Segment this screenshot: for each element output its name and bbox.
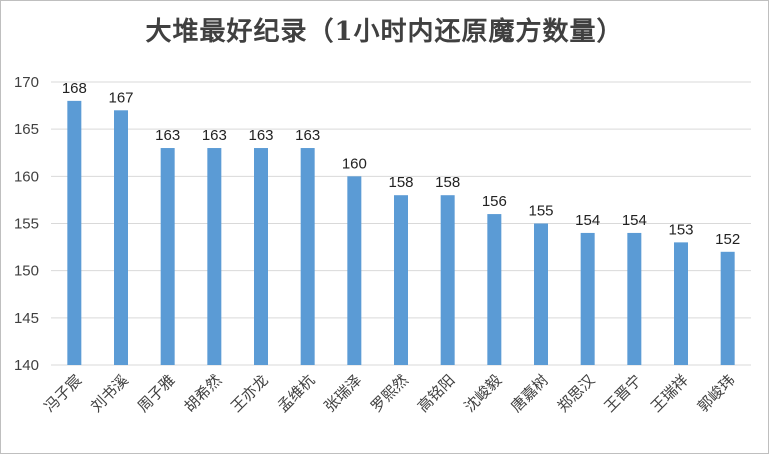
bar [580,232,595,365]
x-tick-label: 高铭阳 [414,371,459,416]
bar [534,223,548,365]
bar [674,242,688,365]
x-tick-label: 胡希然 [181,371,226,416]
data-label: 152 [715,231,740,248]
bar [720,251,735,365]
data-label: 167 [108,89,133,106]
y-tick-label: 170 [14,74,39,91]
y-tick-label: 160 [14,168,39,185]
y-tick-label: 155 [14,216,39,233]
bar [300,148,315,365]
data-label: 160 [342,155,367,172]
data-label: 163 [202,127,227,144]
data-label: 163 [155,127,180,144]
data-label: 168 [62,80,87,97]
x-tick-label: 王晋宁 [601,371,646,416]
x-axis-categories: 冯子宸 刘书溪 周子雅 胡希然 王亦龙 孟维杭 张瑞泽 罗熙然 高铭阳 沈峻毅 唐嘉树 郑思汉 王晋宁王… [41,371,739,416]
data-label: 163 [248,127,273,144]
chart-title: 大堆最好纪录（1小时内还原魔方数量） [145,17,624,47]
bar [207,148,222,365]
bar [160,148,175,365]
bar [67,100,82,365]
data-labels: 168 167 163 163 163 163 160 158 158 156 155 154 154 1… [62,80,740,248]
data-label: 153 [668,221,693,238]
data-label: 154 [575,212,600,229]
data-label: 155 [528,203,553,220]
x-tick-label: 刘书溪 [87,371,132,416]
y-tick-label: 145 [14,310,39,327]
x-tick-label: 罗熙然 [367,371,412,416]
bar [627,232,642,365]
bar [347,176,362,365]
data-label: 158 [388,174,413,191]
x-tick-label: 沈峻毅 [461,371,506,416]
x-tick-label: 冯子宸 [41,371,86,416]
bars [67,100,735,365]
bar [440,195,455,365]
y-tick-label: 150 [14,263,39,280]
bar [487,214,502,365]
x-tick-label: 郑思汉 [554,371,599,416]
x-tick-label: 王瑞祥 [647,371,692,416]
data-label: 163 [295,127,320,144]
bar [394,195,408,365]
x-tick-label: 王亦龙 [227,371,272,416]
x-tick-label: 唐嘉树 [507,371,552,416]
bar [254,148,268,365]
x-tick-label: 郭峻玮 [694,371,739,416]
y-tick-label: 165 [14,121,39,138]
x-tick-label: 孟维杭 [274,371,319,416]
x-tick-label: 周子雅 [134,371,179,416]
data-label: 154 [622,212,647,229]
x-tick-label: 张瑞泽 [321,371,366,416]
data-label: 158 [435,174,460,191]
bar [114,110,128,365]
y-tick-label: 140 [14,357,39,374]
data-label: 156 [482,193,507,210]
y-axis-ticks: 140 145 150 155 160 165 170 [14,74,39,374]
